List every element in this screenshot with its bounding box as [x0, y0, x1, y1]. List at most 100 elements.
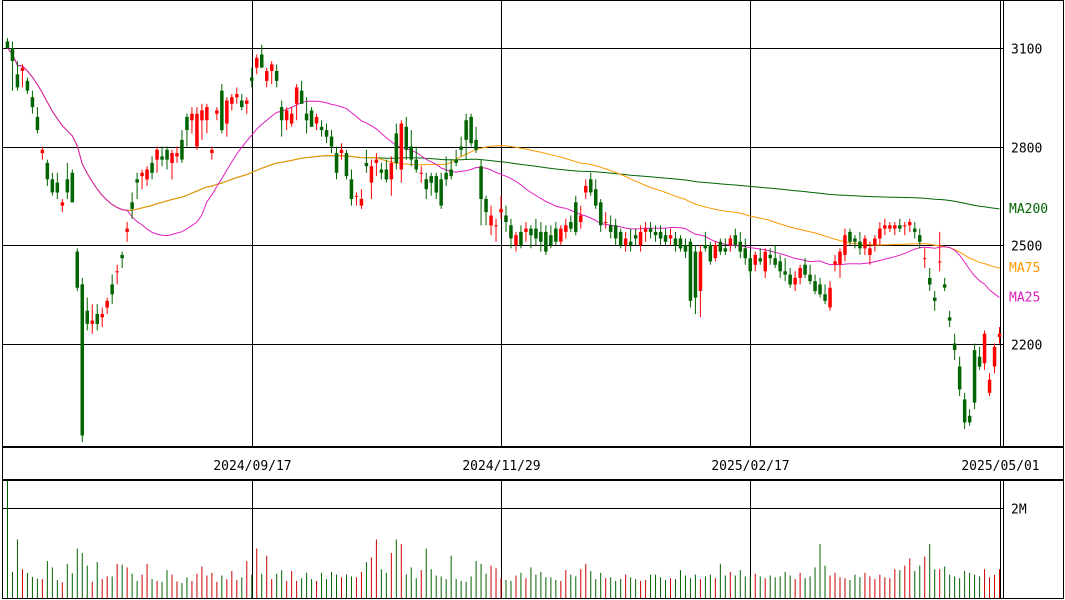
candle-body: [828, 287, 832, 308]
candle-body: [898, 225, 902, 229]
candle-body: [509, 225, 513, 239]
candle-body: [788, 274, 792, 285]
candle-body: [923, 258, 927, 260]
candle-body: [743, 248, 747, 259]
candle-body: [150, 162, 154, 173]
candle-body: [559, 228, 563, 242]
candle-body: [424, 179, 428, 190]
volume-frame: [2, 480, 1064, 599]
candle-body: [663, 235, 668, 242]
candle-body: [140, 172, 144, 177]
volume-tick-label: 2M: [1011, 503, 1027, 518]
candle-body: [155, 149, 159, 160]
candle-body: [120, 254, 124, 259]
candle-body: [489, 215, 493, 226]
candle-body: [544, 231, 548, 252]
candle-body: [339, 149, 344, 154]
ma75-label: MA75: [1009, 261, 1040, 276]
ma75-line: [7, 47, 1000, 269]
candle-body: [115, 271, 119, 273]
candle-body: [125, 228, 129, 232]
candle-body: [30, 97, 35, 108]
candle-body: [942, 284, 947, 288]
candle-body: [967, 415, 972, 423]
candle-body: [130, 202, 134, 209]
ma25-line: [7, 47, 1000, 298]
candle-body: [200, 110, 204, 121]
candle-body: [499, 208, 503, 213]
candle-body: [773, 258, 777, 265]
candle-body: [793, 277, 797, 285]
candle-body: [469, 116, 473, 144]
candle-body: [5, 41, 10, 48]
candle-body: [868, 248, 872, 255]
date-tick-label: 2024/09/17: [213, 459, 291, 474]
candle-body: [843, 235, 847, 255]
candle-body: [838, 251, 842, 265]
candle-body: [225, 100, 229, 124]
candle-body: [65, 179, 70, 193]
candle-body: [35, 116, 40, 130]
candle-body: [145, 169, 149, 180]
candle-body: [474, 139, 478, 150]
candle-body: [718, 241, 723, 252]
candle-body: [25, 80, 30, 91]
candle-body: [594, 189, 598, 206]
price-frame: [2, 0, 1064, 447]
candle-body: [419, 172, 423, 174]
candle-body: [289, 113, 294, 124]
candle-body: [903, 225, 907, 227]
candle-body: [185, 116, 189, 130]
ma200-label: MA200: [1009, 202, 1048, 217]
candle-body: [947, 317, 952, 321]
candle-body: [60, 202, 65, 206]
candle-body: [195, 113, 199, 147]
candle-body: [952, 343, 957, 351]
candle-body: [90, 320, 94, 324]
candle-body: [913, 228, 917, 232]
candle-body: [972, 350, 977, 403]
candle-body: [384, 169, 389, 180]
candle-body: [733, 235, 738, 246]
candle-body: [638, 231, 643, 245]
candle-body: [574, 202, 578, 232]
candle-body: [245, 100, 249, 104]
candle-body: [359, 199, 364, 206]
candle-body: [354, 195, 359, 197]
candle-body: [584, 185, 588, 193]
candle-body: [190, 113, 194, 121]
candle-body: [324, 130, 329, 137]
candle-body: [758, 258, 762, 262]
candle-body: [613, 225, 618, 239]
candle-body: [778, 261, 782, 272]
candle-body: [230, 97, 234, 104]
candle-body: [878, 228, 882, 239]
candle-body: [763, 251, 767, 272]
candle-body: [703, 245, 708, 249]
candle-body: [937, 261, 942, 263]
price-tick-label: 3100: [1011, 43, 1042, 58]
candle-body: [105, 300, 109, 308]
price-panel: 2200 2500 2800 3100 MA200 MA75 MA25: [2, 0, 1064, 447]
candle-body: [504, 215, 508, 223]
date-tick-label: 2025/05/01: [961, 459, 1039, 474]
candle-body: [279, 107, 284, 121]
candle-body: [628, 241, 633, 245]
candle-body: [484, 199, 488, 213]
candle-body: [668, 235, 673, 239]
candle-body: [997, 333, 1002, 337]
candle-body: [454, 159, 458, 163]
candle-body: [728, 238, 733, 246]
candle-body: [334, 153, 339, 173]
candle-body: [329, 136, 334, 147]
candle-body: [858, 241, 862, 249]
candle-body: [110, 284, 114, 295]
candle-body: [494, 225, 498, 227]
candle-body: [274, 71, 279, 81]
candle-body: [95, 314, 99, 324]
candle-body: [768, 254, 772, 259]
candle-body: [394, 133, 399, 163]
candle-body: [70, 172, 75, 203]
candle-body: [798, 268, 802, 278]
